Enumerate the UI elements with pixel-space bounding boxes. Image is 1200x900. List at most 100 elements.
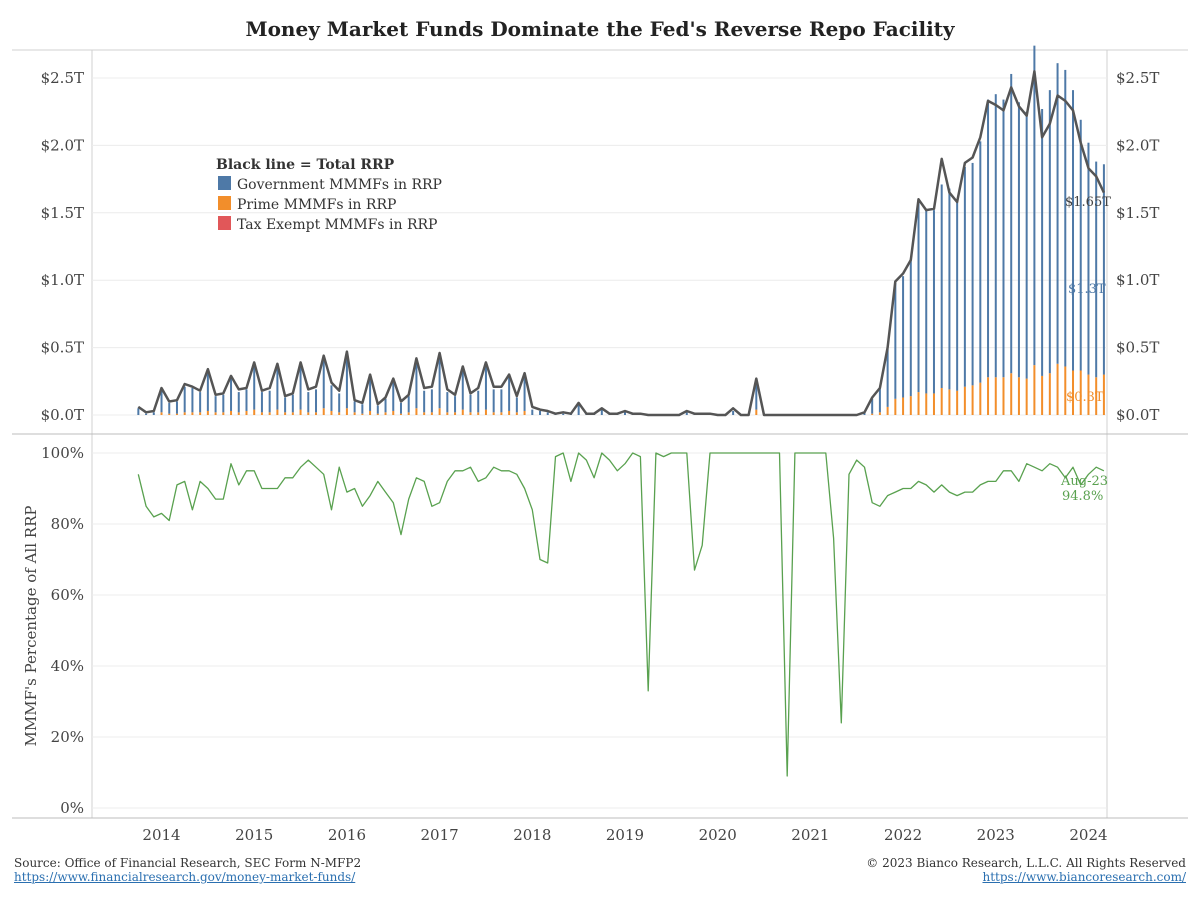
- percentage-date-label: Aug-23: [1060, 474, 1108, 489]
- government-bar: [577, 404, 580, 415]
- government-bar: [399, 402, 402, 414]
- prime-bar: [871, 413, 874, 415]
- government-bar: [1064, 69, 1067, 367]
- government-bar: [902, 276, 905, 398]
- prime-bar: [384, 412, 387, 415]
- prime-bar: [222, 412, 225, 415]
- prime-bar: [206, 410, 209, 415]
- prime-bar: [1010, 373, 1013, 415]
- x-tick-2018: 2018: [513, 826, 551, 844]
- government-bar: [361, 404, 364, 414]
- government-bar: [245, 389, 248, 411]
- bottom-y-tick-1: 20%: [51, 728, 84, 746]
- prime-bar: [183, 412, 186, 415]
- government-bar: [1056, 63, 1059, 364]
- government-bar: [322, 358, 325, 409]
- chart-title: Money Market Funds Dominate the Fed's Re…: [245, 17, 955, 41]
- prime-bar: [948, 389, 951, 415]
- government-bar: [562, 413, 565, 415]
- bottom-y-tick-4: 80%: [51, 515, 84, 533]
- government-bar: [500, 389, 503, 413]
- prime-bar: [322, 408, 325, 415]
- bottom-y-tick-3: 60%: [51, 586, 84, 604]
- government-bar: [160, 389, 163, 413]
- prime-bar: [245, 410, 248, 415]
- government-bar: [948, 188, 951, 390]
- total-rrp-line: [137, 70, 1106, 417]
- prime-last-label: $0.3T: [1066, 390, 1104, 405]
- government-bar: [330, 385, 333, 411]
- x-tick-2020: 2020: [699, 826, 737, 844]
- prime-bar: [199, 412, 202, 415]
- government-bar: [237, 392, 240, 413]
- government-bar: [925, 210, 928, 394]
- prime-bar: [909, 396, 912, 415]
- top-y-tick-right-3: $1.5T: [1116, 204, 1159, 222]
- prime-bar: [1079, 370, 1082, 415]
- government-bar: [1010, 73, 1013, 374]
- government-bar: [1017, 102, 1020, 378]
- prime-bar: [399, 413, 402, 415]
- prime-bar: [353, 412, 356, 415]
- prime-bar: [454, 412, 457, 415]
- government-bar: [755, 382, 758, 410]
- prime-bar: [956, 390, 959, 415]
- top-y-tick-left-4: $2.0T: [41, 136, 84, 154]
- percentage-last-label: 94.8%: [1062, 489, 1103, 504]
- government-bar: [376, 405, 379, 414]
- government-bar: [307, 392, 310, 413]
- prime-bar: [1095, 377, 1098, 415]
- prime-bar: [878, 412, 881, 415]
- prime-bar: [1072, 370, 1075, 415]
- government-bar: [987, 99, 990, 378]
- footer-copyright-link[interactable]: https://www.biancoresearch.com/: [982, 870, 1186, 884]
- legend-swatch-taxexempt: [218, 216, 231, 230]
- government-bar: [276, 366, 279, 410]
- government-bar: [886, 348, 889, 407]
- prime-bar: [160, 412, 163, 415]
- footer-copyright: © 2023 Bianco Research, L.L.C. All Right…: [866, 856, 1186, 870]
- government-bar: [732, 410, 735, 415]
- prime-bar: [902, 397, 905, 415]
- prime-bar: [917, 392, 920, 415]
- x-tick-2023: 2023: [977, 826, 1015, 844]
- government-bar: [268, 390, 271, 413]
- x-tick-2022: 2022: [884, 826, 922, 844]
- government-bar: [446, 392, 449, 413]
- government-bar: [871, 398, 874, 414]
- government-bar: [531, 409, 534, 415]
- top-y-tick-right-4: $2.0T: [1116, 136, 1159, 154]
- government-bar: [430, 389, 433, 413]
- footer-source: Source: Office of Financial Research, SE…: [14, 856, 362, 870]
- government-bar: [299, 365, 302, 410]
- government-bar: [878, 388, 881, 413]
- government-bar: [979, 141, 982, 383]
- top-y-tick-left-1: $0.5T: [41, 339, 84, 357]
- government-bar: [415, 359, 418, 409]
- prime-bar: [886, 406, 889, 415]
- x-tick-2014: 2014: [142, 826, 180, 844]
- bottom-y-tick-5: 100%: [41, 444, 84, 462]
- legend-swatch-prime: [218, 196, 231, 210]
- prime-bar: [1056, 363, 1059, 415]
- total-last-label: $1.65T: [1065, 195, 1111, 210]
- footer-source-link[interactable]: https://www.financialresearch.gov/money-…: [14, 870, 356, 884]
- government-bar: [600, 408, 603, 415]
- prime-bar: [168, 413, 171, 415]
- prime-bar: [369, 410, 372, 415]
- government-bar: [214, 396, 217, 413]
- prime-bar: [284, 412, 287, 415]
- prime-bar: [214, 412, 217, 415]
- government-last-label: $1.3T: [1068, 282, 1106, 297]
- government-bar: [1033, 45, 1036, 366]
- prime-bar: [925, 393, 928, 415]
- prime-bar: [1064, 366, 1067, 415]
- bottom-y-ticks: 0% 20% 40% 60% 80% 100%: [41, 444, 84, 817]
- government-bar: [971, 162, 974, 386]
- government-bar: [1072, 90, 1075, 371]
- prime-bar: [345, 408, 348, 415]
- bottom-y-tick-0: 0%: [60, 799, 84, 817]
- prime-bar: [307, 412, 310, 415]
- prime-bar: [484, 409, 487, 415]
- government-bar: [956, 199, 959, 391]
